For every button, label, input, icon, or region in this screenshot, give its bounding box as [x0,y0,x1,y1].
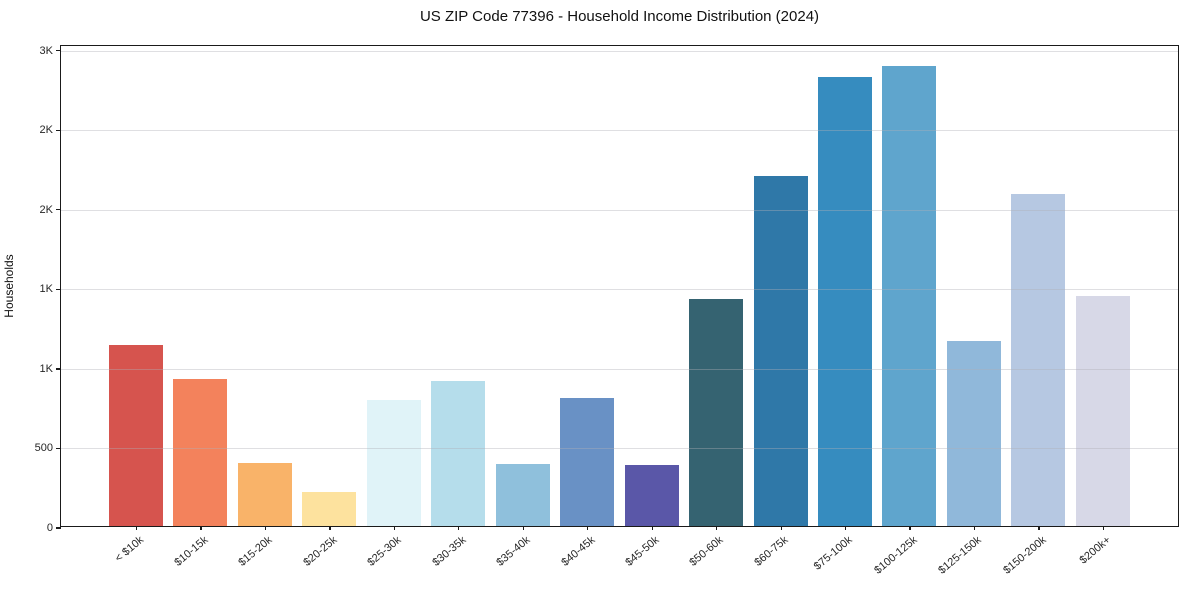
y-tick-label: 2K [39,124,53,137]
bar-$200k+ [1075,296,1130,526]
x-tick-label: $200k+ [1077,534,1113,567]
bar-< $10k [109,344,163,526]
x-tick-label: $20-25k [301,534,340,569]
x-tick-mark [393,526,395,530]
bar-$45-50k [624,464,679,526]
x-tick-mark [973,526,976,530]
x-tick-label: $100-125k [871,534,920,577]
x-tick-mark [329,526,331,530]
x-tick-mark [264,526,267,530]
x-tick-label: $35-40k [494,534,533,569]
x-tick-label: $40-45k [558,534,598,569]
x-tick-mark [780,526,782,530]
plot-area: < $10k $10-15k $15-20k $20-25k $25-30k $30-35… [35,45,1179,577]
x-tick-mark [136,526,138,530]
bar-$35-40k [495,463,550,526]
y-tick-label: 2K [39,203,53,216]
bar-$15-20k [237,463,292,526]
x-tick-label: < $10k [112,534,146,565]
x-tick-mark [458,526,460,530]
x-tick-label: $25-30k [365,534,404,569]
y-tick-label: 3K [39,44,53,57]
bar-$10-15k [173,378,228,526]
bar-slot: $200k+ [1075,46,1130,567]
x-tick-label: $50-60k [687,534,726,569]
bar-$40-45k [560,397,615,526]
bar-slot: $125-150k [936,46,1001,577]
bar-$75-100k [817,77,872,526]
x-tick-label: $125-150k [936,534,984,577]
y-tick-mark [56,527,61,529]
bar-$60-75k [753,176,808,526]
bar-slot: $75-100k [812,46,872,573]
x-tick-label: $45-50k [623,534,662,569]
chart-title: US ZIP Code 77396 - Household Income Dis… [419,8,820,25]
bar-$150-200k [1011,193,1066,526]
bar-$30-35k [431,381,486,526]
bar-slot: $15-20k [237,46,292,569]
bar-slot: $20-25k [301,46,357,569]
y-tick-mark [56,368,61,370]
bar-slot: $10-15k [172,46,228,569]
bar-slot: $100-125k [872,46,937,577]
y-axis-label: Households [2,254,16,318]
bars-row: < $10k $10-15k $15-20k $20-25k $25-30k $30-35… [61,46,1178,577]
x-tick-mark [1038,526,1040,530]
bar-slot: $45-50k [623,46,679,569]
bar-slot: $40-45k [559,46,615,569]
x-tick-mark [651,526,653,530]
bar-$125-150k [946,341,1001,526]
x-tick-mark [716,526,718,530]
x-tick-mark [200,526,202,530]
x-tick-label: $75-100k [812,534,855,573]
bar-slot: $35-40k [494,46,550,569]
x-tick-mark [587,526,589,530]
y-tick-mark [56,447,61,450]
x-tick-label: $15-20k [236,534,275,569]
x-tick-label: $10-15k [172,534,211,569]
y-tick-mark [56,288,61,290]
y-tick-label: 500 [34,442,53,455]
bar-$25-30k [366,400,421,526]
x-tick-label: $150-200k [1000,534,1049,577]
x-tick-label: $60-75k [752,534,791,569]
bar-$50-60k [689,298,744,526]
y-tick-mark [56,209,61,211]
x-tick-label: $30-35k [429,534,469,569]
bar-$20-25k [302,491,357,526]
x-tick-mark [522,526,524,530]
y-tick-label: 0 [46,522,53,534]
x-tick-mark [909,526,911,530]
y-tick-mark [56,50,61,52]
bar-slot: $150-200k [1001,46,1066,577]
bar-$100-125k [882,66,937,526]
x-tick-mark [1102,526,1104,530]
bar-slot: $50-60k [688,46,744,569]
bar-slot: $30-35k [430,46,486,569]
y-tick-label: 1K [39,362,53,375]
x-tick-mark [844,526,847,530]
bar-slot: < $10k [109,46,163,565]
bar-slot: $60-75k [752,46,808,569]
y-tick-label: 1K [39,283,53,296]
bar-slot: $25-30k [366,46,421,569]
y-tick-mark [56,129,61,131]
